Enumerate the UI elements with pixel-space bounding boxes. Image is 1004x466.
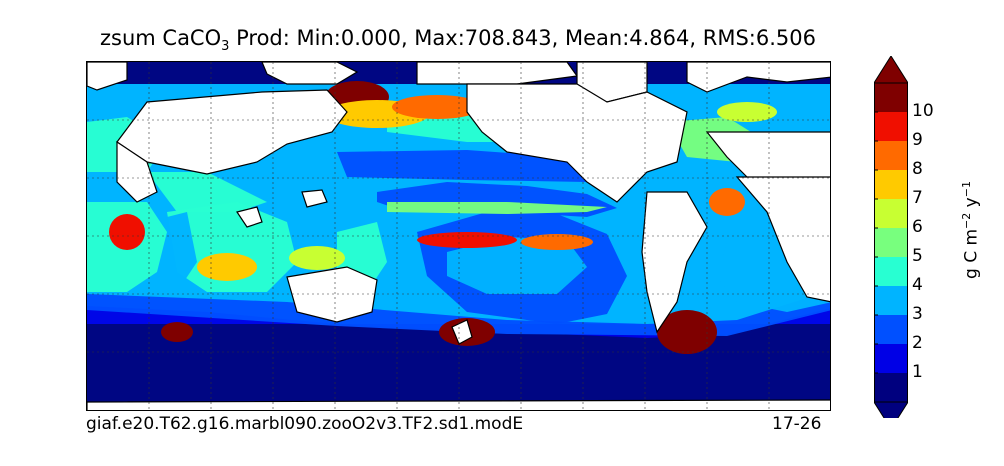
new-guinea bbox=[301, 189, 328, 208]
alaska-canada-north bbox=[416, 62, 579, 85]
colorbar-tick-label: 9 bbox=[912, 130, 923, 150]
arctic-coast-land bbox=[87, 62, 128, 91]
south-america bbox=[641, 191, 708, 334]
colorbar-tick-label: 4 bbox=[912, 275, 923, 295]
colorbar-segment bbox=[874, 170, 908, 199]
arabian-sea-hotspot bbox=[109, 214, 145, 250]
colorbar-tick-label: 1 bbox=[912, 362, 923, 382]
colorbar-label: g C m−2 y−1 bbox=[960, 181, 982, 279]
colorbar-tick-label: 6 bbox=[912, 217, 923, 237]
indonesian-seas bbox=[197, 253, 257, 281]
north-america bbox=[466, 83, 688, 203]
coral-sea bbox=[289, 246, 345, 270]
colorbar-segment bbox=[874, 257, 908, 286]
equatorial-pacific-hotspot bbox=[417, 232, 517, 248]
india bbox=[116, 140, 158, 203]
canary-upwelling bbox=[709, 188, 745, 216]
eastern-equatorial-pacific bbox=[521, 234, 593, 250]
colorbar-outline bbox=[874, 82, 908, 403]
colorbar-segment bbox=[874, 112, 908, 141]
year-range: 17-26 bbox=[772, 414, 822, 434]
colorbar-tick-label: 8 bbox=[912, 159, 923, 179]
antarctica bbox=[87, 399, 830, 410]
colorbar-tick-label: 3 bbox=[912, 304, 923, 324]
siberia bbox=[261, 62, 359, 85]
map-svg bbox=[87, 62, 830, 410]
colorbar-tick-label: 2 bbox=[912, 333, 923, 353]
equatorial-pacific-edge bbox=[387, 202, 607, 214]
south-pacific-gyre-core bbox=[447, 237, 587, 294]
colorbar-tick-label: 10 bbox=[912, 101, 934, 121]
patagonian-shelf-hotspot bbox=[657, 310, 717, 354]
colorbar-segment bbox=[874, 373, 908, 402]
new-zealand bbox=[451, 319, 473, 345]
colorbar-segment bbox=[874, 344, 908, 373]
labrador-sea bbox=[717, 102, 777, 122]
africa bbox=[735, 176, 830, 303]
sw-indian-hotspot bbox=[161, 322, 193, 342]
chart-title: zsum CaCO3 Prod: Min:0.000, Max:708.843,… bbox=[100, 26, 816, 55]
colorbar-segment bbox=[874, 228, 908, 257]
colorbar-extend-max bbox=[874, 56, 908, 84]
bay-of-bengal bbox=[147, 172, 267, 212]
colorbar-segment bbox=[874, 141, 908, 170]
north-pacific-band bbox=[392, 95, 482, 119]
colorbar-tick-label: 7 bbox=[912, 188, 923, 208]
case-name: giaf.e20.T62.g16.marbl090.zooO2v3.TF2.sd… bbox=[86, 414, 524, 434]
colorbar bbox=[874, 56, 908, 418]
southern-ocean-transition bbox=[87, 290, 830, 336]
australia bbox=[286, 266, 378, 323]
colorbar-segment bbox=[874, 286, 908, 315]
colorbar-segment bbox=[874, 199, 908, 228]
colorbar-segment bbox=[874, 83, 908, 112]
map-plot-area bbox=[86, 61, 831, 411]
colorbar-extend-min bbox=[874, 401, 908, 418]
colorbar-segment bbox=[874, 315, 908, 344]
borneo bbox=[236, 206, 263, 228]
greenland bbox=[686, 62, 830, 93]
colorbar-tick-label: 5 bbox=[912, 246, 923, 266]
